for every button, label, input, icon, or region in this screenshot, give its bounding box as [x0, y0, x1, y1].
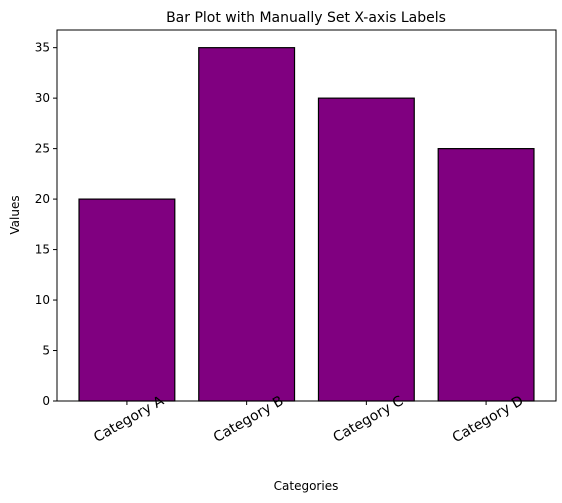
y-tick-label: 35: [35, 41, 50, 55]
y-axis-label: Values: [8, 195, 22, 234]
y-tick-label: 20: [35, 192, 50, 206]
plot-frame: [56, 29, 557, 402]
chart-title: Bar Plot with Manually Set X-axis Labels: [166, 10, 446, 26]
bar: [317, 97, 415, 402]
bar: [78, 198, 176, 402]
bar: [198, 47, 296, 402]
y-tick-label: 0: [42, 394, 50, 408]
y-tick-label: 10: [35, 293, 50, 307]
y-tick-label: 15: [35, 243, 50, 257]
bar: [437, 148, 535, 402]
y-tick-label: 25: [35, 142, 50, 156]
x-axis-label: Categories: [274, 479, 339, 493]
y-tick-label: 5: [42, 344, 50, 358]
y-tick-label: 30: [35, 91, 50, 105]
